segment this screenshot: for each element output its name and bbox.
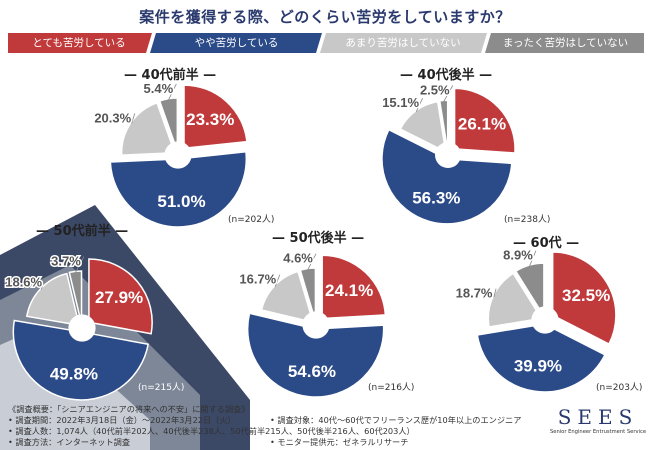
panel-title-40s-late-text: 40代後半 — [417, 68, 475, 83]
pie-50s-late: 24.1% 54.6% 16.7% 4.6% — [238, 249, 387, 398]
label-50s-early-somewhat-hard: 49.8% — [50, 364, 98, 383]
label-40s-late-not-very-hard: 15.1% — [382, 95, 419, 110]
label-50s-early-not-very-hard: 18.6% — [5, 275, 42, 290]
n-label-50s-early: (n=215人) — [138, 383, 185, 393]
label-50s-early-not-hard-at-all: 3.7% — [51, 253, 81, 268]
label-50s-late-not-very-hard: 16.7% — [239, 272, 276, 287]
slice-40s-late-very-hard — [453, 87, 516, 154]
leader-60s-not-hard-at-all — [529, 250, 537, 267]
legend-item-not-hard-at-all: まったく苦労はしていない — [502, 37, 629, 49]
slice-50s-early-very-hard — [88, 258, 153, 335]
panel-title-40s-early-text: 40代前半 — [141, 68, 199, 83]
slice-50s-late-somewhat-hard — [246, 312, 385, 398]
leader-40s-early-not-hard-at-all — [168, 83, 177, 100]
label-60s-not-very-hard: 18.7% — [456, 286, 493, 301]
slice-60s-not-very-hard — [487, 272, 543, 328]
donut-hole-50s-late — [302, 311, 330, 339]
leader-40s-early-not-very-hard — [131, 113, 136, 124]
panel-title-50s-early-text: 50代前半 — [53, 224, 111, 239]
label-50s-early-very-hard: 27.9% — [95, 288, 143, 307]
slice-40s-early-somewhat-hard — [109, 150, 248, 228]
note-method: • 調査方法：インターネット調査 — [8, 437, 131, 447]
label-40s-early-very-hard: 23.3% — [186, 110, 234, 129]
panel-title-50s-late: — 50代後半 — — [272, 231, 365, 246]
leader-40s-late-not-hard-at-all — [443, 85, 454, 102]
slice-50s-early-somewhat-hard — [12, 319, 150, 401]
legend-item-not-very-hard: あまり苦労はしていない — [345, 37, 461, 49]
leader-50s-late-not-very-hard — [274, 274, 281, 287]
logo-name: SEES — [557, 405, 639, 429]
leader-40s-late-not-very-hard — [415, 97, 423, 112]
label-40s-late-very-hard: 26.1% — [458, 114, 506, 133]
n-label-40s-late: (n=238人) — [504, 215, 551, 225]
legend-item-very-hard: とても苦労している — [32, 37, 126, 49]
panel-title-50s-late-text: 50代後半 — [289, 231, 347, 246]
legend-bg-4 — [485, 33, 644, 53]
slice-60s-somewhat-hard — [476, 323, 606, 393]
label-60s-not-hard-at-all: 8.9% — [503, 248, 533, 263]
donut-hole-40s-early — [164, 141, 192, 169]
legend-item-somewhat-hard: やや苦労している — [194, 37, 279, 49]
legend-bg-1 — [8, 33, 152, 53]
panel-title-40s-early: — 40代前半 — — [124, 68, 217, 83]
label-40s-late-somewhat-hard: 56.3% — [412, 189, 460, 208]
label-50s-late-not-hard-at-all: 4.6% — [283, 251, 313, 266]
panel-title-60s: — 60代 — — [513, 236, 580, 251]
label-40s-early-not-very-hard: 20.3% — [94, 110, 131, 125]
label-40s-late-not-hard-at-all: 2.5% — [420, 83, 450, 98]
slice-50s-late-not-hard-at-all — [299, 267, 317, 322]
n-label-40s-early: (n=202人) — [228, 215, 275, 225]
label-50s-late-very-hard: 24.1% — [325, 281, 373, 300]
leader-50s-early-not-very-hard — [40, 277, 47, 290]
note-period: • 調査期間：2022年3月18日（金）〜2022年3月22日（火） — [8, 415, 236, 425]
note-provider: • モニター提供元：ゼネラルリサーチ — [270, 437, 409, 447]
donut-hole-50s-early — [68, 314, 96, 342]
slice-60s-very-hard — [551, 251, 617, 346]
note-target: • 調査対象：40代〜60代でフリーランス歴が10年以上のエンジニア — [270, 415, 522, 425]
label-40s-early-somewhat-hard: 51.0% — [157, 192, 205, 211]
leader-50s-early-not-hard-at-all — [75, 256, 85, 273]
panel-title-60s-text: 60代 — [530, 236, 562, 251]
label-60s-somewhat-hard: 39.9% — [514, 357, 562, 376]
slice-40s-early-not-hard-at-all — [158, 97, 179, 152]
donut-hole-40s-late — [435, 142, 461, 168]
slice-60s-not-hard-at-all — [514, 262, 545, 319]
panel-title-50s-early: — 50代前半 — — [36, 224, 129, 239]
label-50s-late-somewhat-hard: 54.6% — [288, 362, 336, 381]
donut-hole-60s — [531, 306, 559, 334]
legend-bg-3 — [320, 33, 487, 53]
pie-50s-early: 27.9% 49.8% 18.6% 3.7% — [4, 252, 153, 401]
logo-tagline: Senior Engineer Entrustment Service — [549, 429, 647, 435]
slice-40s-early-not-very-hard — [120, 101, 176, 156]
legend-bg-2 — [150, 33, 322, 53]
n-label-60s: (n=203人) — [596, 383, 643, 393]
legend-bar-svg — [8, 33, 644, 53]
slice-40s-late-somewhat-hard — [381, 128, 513, 225]
n-label-50s-late: (n=216人) — [368, 383, 415, 393]
slice-40s-late-not-hard-at-all — [438, 99, 449, 152]
slice-40s-late-not-very-hard — [399, 100, 447, 154]
label-60s-very-hard: 32.5% — [562, 286, 610, 305]
pie-40s-early: 23.3% 51.0% 20.3% 5.4% — [93, 79, 248, 228]
slice-50s-early-not-very-hard — [25, 272, 81, 327]
slice-50s-late-not-very-hard — [260, 270, 315, 324]
leader-60s-not-very-hard — [493, 288, 497, 298]
note-count: • 調査人数：1,074人（40代前半202人、40代後半238人、50代前半2… — [8, 426, 415, 436]
slice-50s-early-not-hard-at-all — [68, 270, 83, 325]
label-40s-early-not-hard-at-all: 5.4% — [144, 81, 174, 96]
pie-40s-late: 26.1% 56.3% 15.1%2.5% — [381, 81, 516, 225]
slice-40s-early-very-hard — [183, 84, 248, 150]
panel-title-40s-late: — 40代後半 — — [400, 68, 493, 83]
leader-50s-late-not-hard-at-all — [307, 253, 317, 270]
note-survey: 《調査概要：「シニアエンジニアの将来への不安」に関する調査》 — [8, 404, 250, 414]
sees-logo: SEES Senior Engineer Entrustment Service — [548, 405, 648, 435]
pie-60s: 32.5% 39.9% 18.7% 8.9% — [454, 246, 617, 393]
slice-50s-late-very-hard — [321, 254, 387, 320]
page-title: 案件を獲得する際、どのくらい苦労をしていますか？ — [139, 8, 511, 26]
